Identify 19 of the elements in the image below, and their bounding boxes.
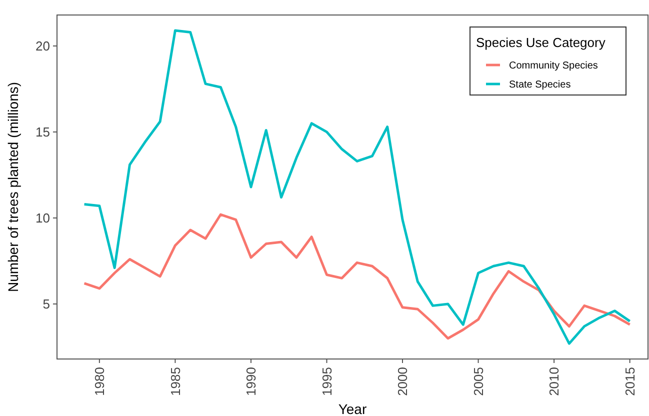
legend-title: Species Use Category	[476, 35, 606, 50]
x-axis-title: Year	[338, 401, 367, 416]
line-series	[83, 29, 632, 345]
x-tick-label: 2005	[470, 367, 486, 396]
x-tick-label: 2015	[622, 367, 638, 396]
legend-label: State Species	[509, 80, 571, 90]
x-tick-label: 1990	[244, 367, 259, 396]
y-axis-title: Number of trees planted (millions)	[5, 82, 21, 292]
x-tick-label: 2000	[395, 367, 410, 396]
y-tick-label: 10	[36, 210, 50, 226]
y-tick-label: 5	[42, 296, 50, 312]
legend-label: Community Species	[509, 60, 598, 72]
y-tick-label: 20	[36, 38, 50, 54]
x-tick-label: 2010	[546, 367, 562, 396]
y-tick-label: 15	[36, 124, 50, 140]
x-tick-label: 1995	[319, 367, 334, 396]
line-series	[83, 213, 632, 340]
x-tick-label: 1985	[168, 367, 183, 396]
x-tick-label: 1980	[92, 367, 107, 396]
